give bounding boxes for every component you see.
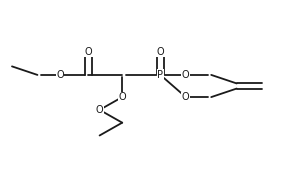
Text: P: P — [157, 70, 163, 80]
Text: O: O — [156, 47, 164, 57]
Text: O: O — [182, 70, 190, 80]
Text: O: O — [118, 92, 126, 102]
Text: O: O — [85, 47, 92, 57]
Text: O: O — [96, 105, 103, 115]
Text: O: O — [182, 92, 190, 102]
Text: O: O — [56, 70, 64, 80]
